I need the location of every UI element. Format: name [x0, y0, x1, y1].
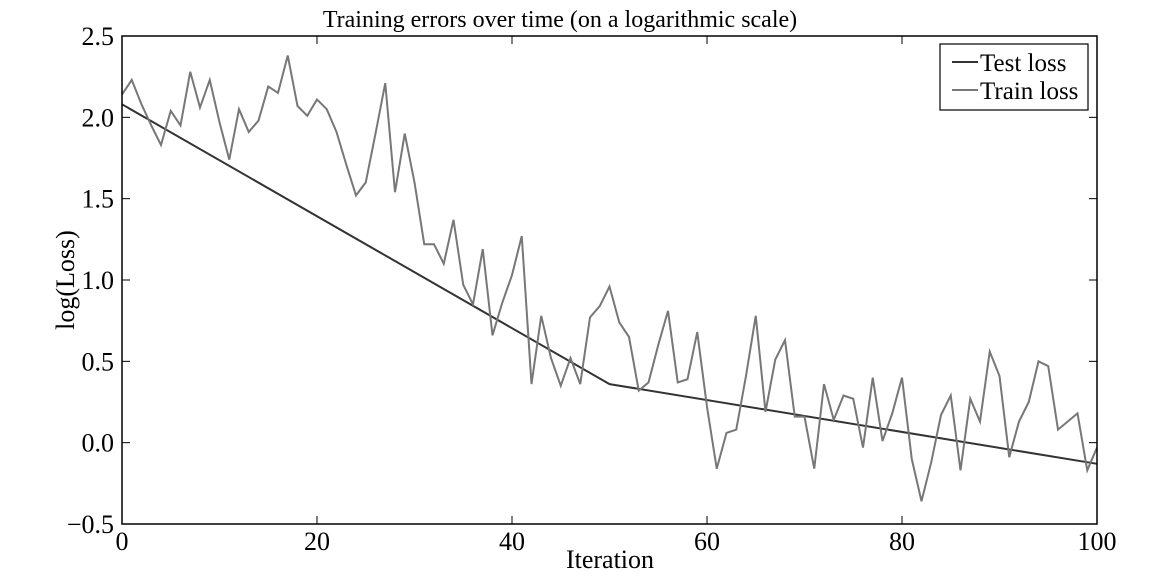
chart-title: Training errors over time (on a logarith… [323, 7, 797, 33]
line-series [121, 55, 1098, 502]
y-tick-label: 0.5 [82, 347, 115, 376]
x-tick-label: 60 [694, 527, 720, 556]
x-tick-label: 20 [304, 527, 330, 556]
y-axis-label: log(Loss) [51, 230, 80, 330]
y-tick-label: −0.5 [67, 510, 114, 539]
x-tick-label: 0 [116, 527, 129, 556]
y-tick-label: 2.0 [82, 103, 115, 132]
y-tick-label: 0.0 [82, 429, 115, 458]
x-tick-label: 100 [1078, 527, 1117, 556]
line-series [121, 103, 1098, 465]
plot-frame [121, 35, 1098, 525]
legend-label: Test loss [980, 50, 1066, 77]
x-tick-label: 40 [499, 527, 525, 556]
x-axis-label: Iteration [566, 545, 654, 574]
legend-label: Train loss [980, 78, 1078, 105]
x-tick-label: 80 [889, 527, 915, 556]
y-tick-label: 1.5 [82, 185, 115, 214]
y-tick-label: 1.0 [82, 266, 115, 295]
legend-box [939, 43, 1089, 111]
y-tick-label: 2.5 [82, 22, 115, 51]
